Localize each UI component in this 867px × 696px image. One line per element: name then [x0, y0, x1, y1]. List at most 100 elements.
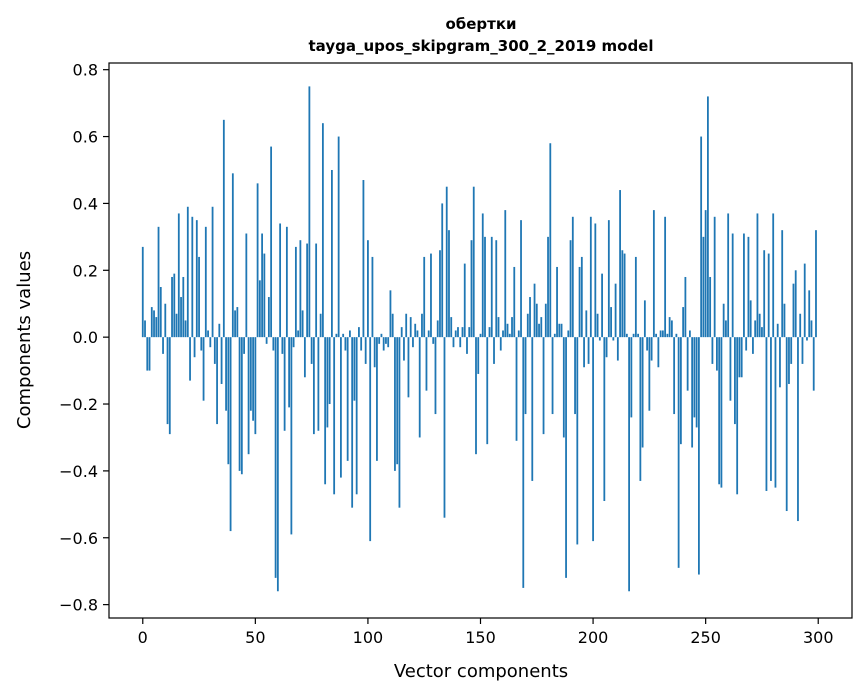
bar [716, 337, 718, 371]
bar [218, 323, 221, 338]
bar [664, 216, 667, 338]
bar [254, 337, 257, 435]
y-tick-label: 0.8 [73, 61, 98, 80]
bar [486, 337, 489, 445]
bar [369, 337, 372, 542]
bar [535, 303, 538, 338]
bar [301, 310, 304, 338]
bar [558, 323, 561, 338]
bar [452, 337, 455, 348]
bar [200, 337, 203, 351]
bar [430, 253, 432, 338]
bar [781, 230, 784, 338]
bar [772, 213, 775, 338]
bar [461, 327, 464, 338]
bar [319, 313, 322, 338]
bar [279, 223, 282, 338]
bar [308, 86, 311, 338]
bar [211, 206, 214, 338]
bar [168, 337, 171, 435]
bar [195, 220, 198, 338]
bar [153, 310, 155, 338]
bar [243, 337, 245, 354]
bar [619, 190, 621, 338]
bar [779, 337, 781, 388]
bar [247, 337, 250, 455]
bar [391, 313, 394, 338]
bar [166, 337, 169, 425]
bar [540, 317, 543, 338]
bar [148, 337, 151, 371]
bar [227, 337, 230, 465]
bar [360, 337, 363, 351]
bar [315, 243, 318, 338]
bar [533, 283, 536, 338]
bar [788, 337, 790, 384]
bar [776, 323, 779, 338]
bar [747, 236, 750, 338]
bar [290, 337, 293, 535]
bar [790, 337, 793, 364]
bar [177, 213, 180, 338]
bar [427, 330, 430, 338]
chart-subtitle: tayga_upos_skipgram_300_2_2019 model [309, 37, 654, 55]
bar [207, 330, 209, 338]
bar [202, 337, 205, 401]
bar [288, 337, 291, 408]
y-tick-label: −0.6 [59, 529, 98, 548]
bar [770, 337, 772, 481]
bar [675, 333, 678, 338]
bar [774, 337, 777, 488]
bar [810, 320, 813, 338]
bar [306, 243, 309, 338]
bar [162, 337, 164, 354]
x-tick-label: 150 [465, 628, 496, 647]
bar [621, 250, 624, 338]
bar [792, 283, 795, 338]
bar [439, 250, 441, 338]
bar [803, 263, 806, 338]
bar [400, 327, 403, 338]
bar [448, 230, 450, 338]
bar [569, 240, 572, 338]
bar [144, 320, 146, 338]
bar [367, 240, 369, 338]
bar [603, 337, 606, 501]
bar [499, 337, 502, 351]
bar [425, 337, 428, 391]
bar [520, 220, 522, 338]
bar [423, 256, 426, 338]
bar [441, 203, 444, 338]
bar [387, 337, 390, 348]
bar [220, 337, 223, 384]
x-axis-ticks: 0 50 100 150 200 250 300 [138, 618, 834, 647]
bar [718, 337, 721, 485]
bar [362, 180, 365, 338]
bar [785, 337, 788, 512]
bar [265, 337, 268, 344]
bar [364, 337, 367, 364]
x-tick-label: 100 [353, 628, 384, 647]
bar [396, 337, 399, 465]
y-tick-label: −0.4 [59, 462, 98, 481]
bar [238, 337, 241, 471]
bar [736, 337, 739, 495]
bar [349, 330, 351, 338]
bar [583, 337, 585, 368]
bar [310, 337, 313, 364]
bar [758, 313, 761, 338]
bar [544, 303, 547, 338]
bar [479, 333, 482, 338]
bar [731, 233, 734, 338]
bar [358, 327, 360, 338]
bar [436, 320, 439, 338]
x-tick-label: 250 [690, 628, 721, 647]
bar [670, 320, 673, 338]
bar [704, 210, 707, 338]
bar [551, 337, 554, 415]
bar [236, 307, 239, 338]
bar [450, 317, 453, 338]
bar [457, 327, 459, 338]
bar [538, 323, 540, 338]
bar [283, 337, 286, 431]
